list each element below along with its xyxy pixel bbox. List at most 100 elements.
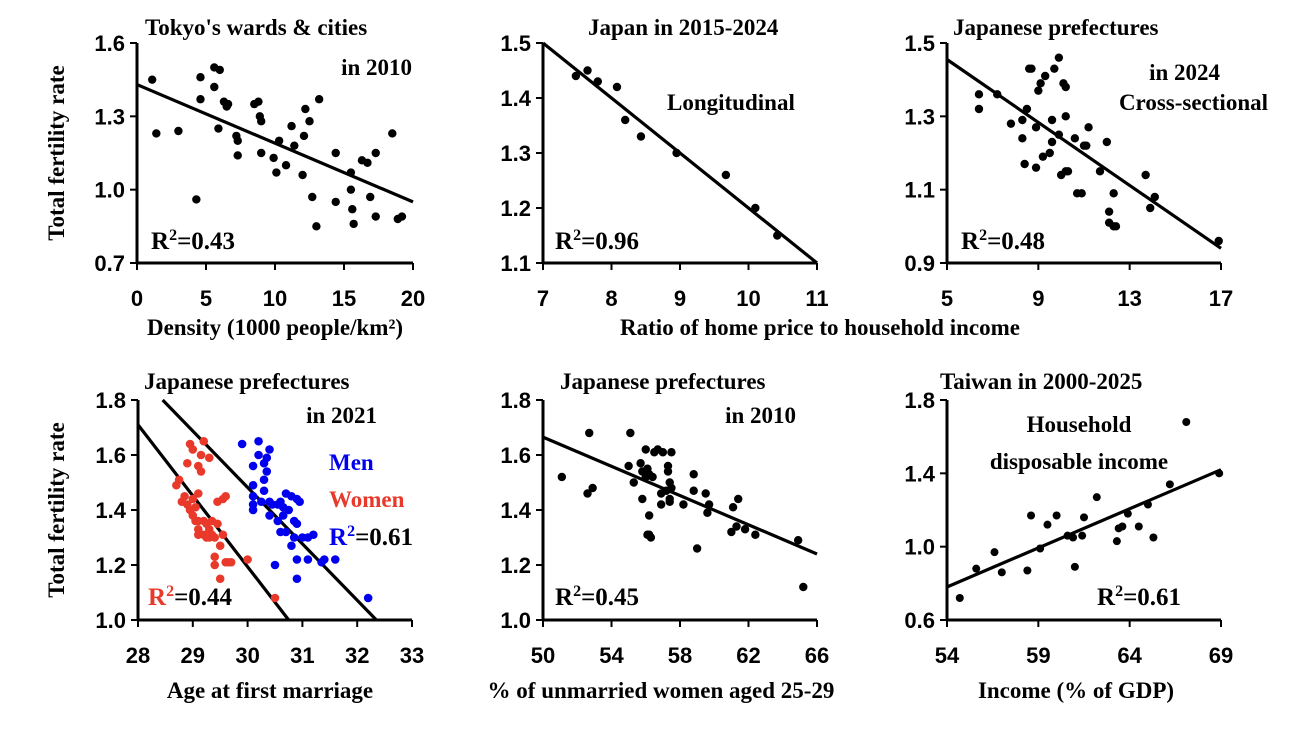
r-value: =0.43 bbox=[177, 228, 235, 255]
r-value: =0.48 bbox=[987, 228, 1045, 255]
data-point bbox=[196, 467, 206, 476]
r-squared-label: R2=0.61 bbox=[1097, 583, 1181, 611]
data-point bbox=[1112, 537, 1121, 546]
data-point bbox=[1070, 562, 1079, 571]
r-superscript: 2 bbox=[573, 583, 581, 600]
chart-title-line-1: Japanese prefectures bbox=[144, 369, 350, 394]
r-symbol: R bbox=[151, 228, 170, 255]
data-point bbox=[1118, 522, 1127, 531]
data-point bbox=[1006, 119, 1016, 128]
data-point bbox=[1047, 137, 1057, 147]
data-point bbox=[174, 475, 184, 485]
y-axis-label-top: Total fertility rate bbox=[44, 65, 69, 240]
r-squared-label: R2=0.45 bbox=[555, 583, 639, 611]
data-point bbox=[270, 593, 280, 603]
y-tick-label: 1.3 bbox=[904, 104, 935, 129]
y-tick-label: 1.2 bbox=[500, 196, 531, 221]
data-point bbox=[269, 153, 278, 163]
data-point bbox=[1027, 511, 1036, 520]
data-point bbox=[180, 491, 189, 501]
data-point bbox=[734, 494, 743, 504]
data-point bbox=[728, 503, 738, 512]
r-superscript: 2 bbox=[166, 583, 174, 600]
y-tick-label: 1.5 bbox=[500, 31, 531, 56]
data-point bbox=[284, 505, 294, 515]
data-point bbox=[1023, 566, 1032, 575]
axes: 0.6 1.0 1.4 1.8 54 59 64 69 bbox=[904, 388, 1233, 668]
data-point bbox=[583, 489, 592, 498]
data-point bbox=[152, 129, 161, 138]
data-point bbox=[262, 453, 272, 463]
data-point bbox=[1070, 134, 1080, 143]
data-point bbox=[305, 117, 314, 126]
data-point bbox=[692, 544, 702, 553]
scatter-points bbox=[541, 41, 819, 265]
data-point bbox=[1182, 418, 1191, 426]
x-tick-label: 59 bbox=[1026, 643, 1050, 668]
data-point bbox=[704, 500, 714, 509]
data-point bbox=[348, 205, 357, 214]
data-point bbox=[1063, 167, 1073, 176]
data-point bbox=[257, 148, 266, 158]
data-point bbox=[259, 486, 269, 496]
data-point bbox=[636, 459, 645, 468]
data-point bbox=[641, 445, 650, 454]
data-point bbox=[1095, 167, 1105, 176]
data-point bbox=[648, 472, 657, 482]
data-point bbox=[1146, 203, 1155, 213]
x-tick-label: 33 bbox=[400, 643, 424, 668]
data-point bbox=[1038, 152, 1048, 161]
data-point bbox=[174, 126, 183, 136]
data-point bbox=[1084, 123, 1093, 132]
data-point bbox=[363, 158, 372, 167]
data-point bbox=[215, 65, 224, 75]
data-point bbox=[237, 439, 247, 449]
axes: 1.1 1.2 1.3 1.4 1.5 7 8 9 10 11 bbox=[500, 31, 828, 311]
data-point bbox=[644, 511, 654, 520]
x-axis-label: Income (% of GDP) bbox=[978, 678, 1174, 703]
data-point bbox=[1061, 112, 1070, 121]
data-point bbox=[656, 500, 666, 509]
data-point bbox=[727, 527, 736, 537]
data-point bbox=[270, 560, 280, 570]
chart-title-line-1: Taiwan in 2000-2025 bbox=[940, 369, 1142, 394]
data-point bbox=[972, 564, 981, 573]
data-point bbox=[955, 594, 964, 602]
x-tick-label: 5 bbox=[200, 286, 212, 311]
data-point bbox=[799, 582, 808, 592]
data-point bbox=[1215, 469, 1224, 478]
data-point bbox=[295, 497, 304, 507]
x-axis-label: Age at first marriage bbox=[167, 678, 373, 703]
data-point bbox=[663, 467, 673, 476]
data-point bbox=[1036, 544, 1045, 553]
data-point bbox=[1018, 134, 1027, 143]
x-axis-label: Ratio of home price to household income bbox=[620, 315, 1020, 340]
data-point bbox=[644, 530, 654, 539]
x-tick-label: 58 bbox=[668, 643, 692, 668]
data-point bbox=[974, 104, 984, 114]
data-point bbox=[303, 555, 313, 564]
data-point bbox=[204, 453, 214, 463]
r-squared-label: R2=0.48 bbox=[961, 227, 1045, 255]
data-point bbox=[210, 560, 220, 570]
r-value: =0.96 bbox=[581, 228, 639, 255]
x-tick-label: 10 bbox=[736, 286, 760, 311]
r-symbol: R bbox=[555, 228, 574, 255]
y-tick-label: 1.6 bbox=[500, 443, 531, 468]
data-point bbox=[257, 497, 266, 507]
data-point bbox=[1102, 137, 1112, 147]
x-tick-label: 28 bbox=[126, 643, 150, 668]
data-point bbox=[259, 475, 269, 485]
data-point bbox=[308, 192, 317, 202]
data-point bbox=[1150, 192, 1159, 202]
y-tick-label: 1.4 bbox=[500, 86, 531, 111]
y-tick-label: 0.9 bbox=[904, 251, 935, 276]
y-tick-label: 1.8 bbox=[500, 388, 531, 413]
chart-title-line-2: in 2024 bbox=[1149, 60, 1220, 85]
data-point bbox=[1050, 64, 1059, 73]
x-tick-label: 10 bbox=[263, 286, 287, 311]
data-point bbox=[388, 129, 397, 138]
data-point bbox=[626, 428, 635, 438]
data-point bbox=[689, 470, 698, 479]
scatter-points bbox=[946, 418, 1224, 602]
